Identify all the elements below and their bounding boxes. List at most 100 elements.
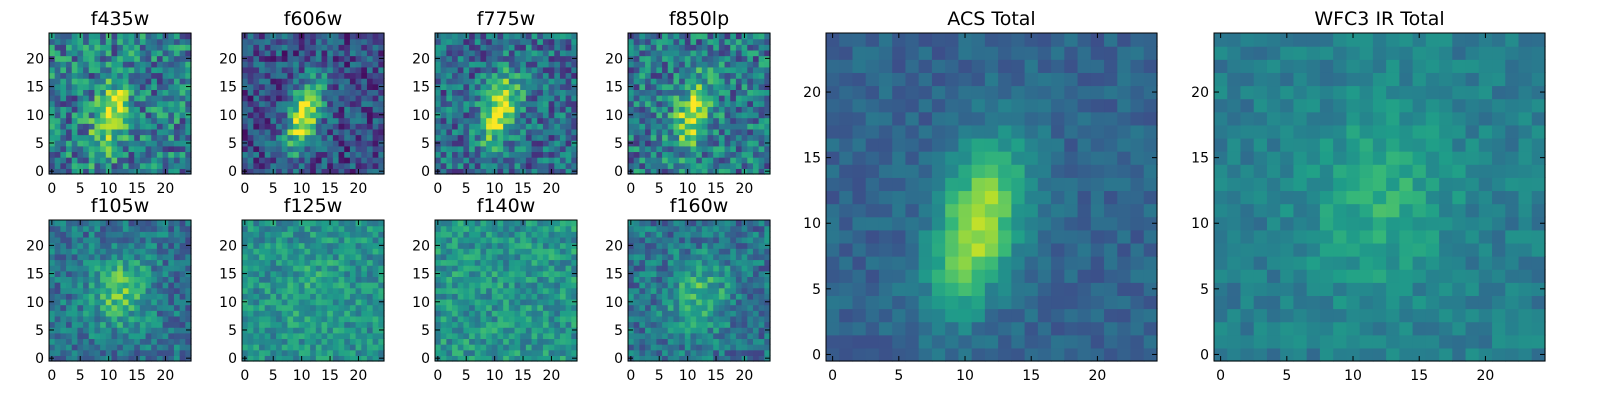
heatmap-cell [287,282,294,289]
heatmap-cell [446,128,453,136]
heatmap-cell [639,332,646,340]
heatmap-cell [696,61,703,68]
heatmap-cell [508,355,516,362]
heatmap-cell [276,225,283,232]
heatmap-cell [758,332,765,340]
heatmap-cell [650,344,657,351]
heatmap-cell [281,123,289,130]
heatmap-cell [361,162,368,169]
heatmap-cell [531,61,538,68]
heatmap-cell [253,111,260,119]
heatmap-cell [673,33,680,40]
heatmap-cell [117,106,124,113]
heatmap-cell [656,78,663,85]
heatmap-cell [531,242,538,249]
heatmap-cell [457,220,464,227]
heatmap-cell [474,162,482,169]
heatmap-cell [332,78,340,85]
heatmap-cell [298,304,306,311]
heatmap-cell [71,123,78,130]
heatmap-cell [293,140,300,147]
heatmap-cell [565,236,572,244]
heatmap-cell [446,44,453,51]
heatmap-cell [327,321,334,328]
heatmap-cell [71,327,78,334]
heatmap-cell [531,72,538,79]
heatmap-cell [446,259,453,266]
heatmap-cell [54,349,61,356]
heatmap-cell [338,253,345,261]
heatmap-cell [764,321,771,328]
heatmap-cell [662,282,669,289]
heatmap-cell [128,49,135,57]
heatmap-cell [554,310,561,317]
heatmap-cell [542,140,550,147]
heatmap-cell [304,128,311,136]
heatmap-cell [54,55,61,62]
heatmap-cell [730,33,737,40]
heatmap-cell [298,332,306,340]
heatmap-cell [71,72,78,79]
heatmap-cell [486,145,493,153]
heatmap-cell [520,162,527,169]
heatmap-cell [139,38,147,45]
heatmap-cell [662,123,669,130]
y-tick-label: 5 [35,136,44,152]
heatmap-cell [349,162,357,169]
heatmap-cell [332,95,340,102]
heatmap-cell [684,287,692,294]
heatmap-cell [741,344,748,351]
heatmap-cell [662,145,669,153]
heatmap-cell [764,349,771,356]
heatmap-cell [71,117,78,124]
heatmap-cell [565,315,572,323]
heatmap-cell [378,89,385,96]
heatmap-cell [372,327,379,334]
heatmap-cell [571,293,578,300]
heatmap-cell [548,265,555,272]
heatmap-cell [571,66,578,74]
heatmap-cell [713,332,720,340]
heatmap-cell [724,66,731,74]
heatmap-cell [77,38,84,45]
heatmap-cell [281,327,289,334]
heatmap-cell [185,89,192,96]
heatmap-cell [662,338,669,345]
heatmap-cell [650,140,657,147]
heatmap-cell [548,95,555,102]
heatmap-cell [349,338,357,345]
heatmap-cell [162,111,169,119]
heatmap-cell [758,44,765,51]
heatmap-cell [537,259,544,266]
heatmap-cell [281,66,289,74]
heatmap-cell [100,66,107,74]
heatmap-cell [758,66,765,74]
heatmap-cell [281,225,289,232]
heatmap-cell [242,225,249,232]
heatmap-cell [440,128,447,136]
heatmap-cell [645,151,652,158]
heatmap-cell [497,259,504,266]
heatmap-cell [673,134,680,141]
heatmap-cell [554,236,561,244]
heatmap-cell [645,128,652,136]
heatmap-cell [259,157,266,164]
heatmap-cell [315,242,323,249]
heatmap-cell [656,72,663,79]
heatmap-cell [713,78,720,85]
heatmap-cell [105,44,113,51]
heatmap-cell [542,310,550,317]
heatmap-cell [293,242,300,249]
heatmap-cell [452,157,459,164]
heatmap-cell [94,265,101,272]
heatmap-cell [111,128,118,136]
heatmap-cell [571,151,578,158]
heatmap-cell [117,33,124,40]
heatmap-cell [162,61,169,68]
heatmap-cell [355,162,362,169]
heatmap-cell [242,128,249,136]
heatmap-cell [514,55,521,62]
heatmap-cell [514,89,521,96]
y-tick-label: 0 [421,164,430,180]
